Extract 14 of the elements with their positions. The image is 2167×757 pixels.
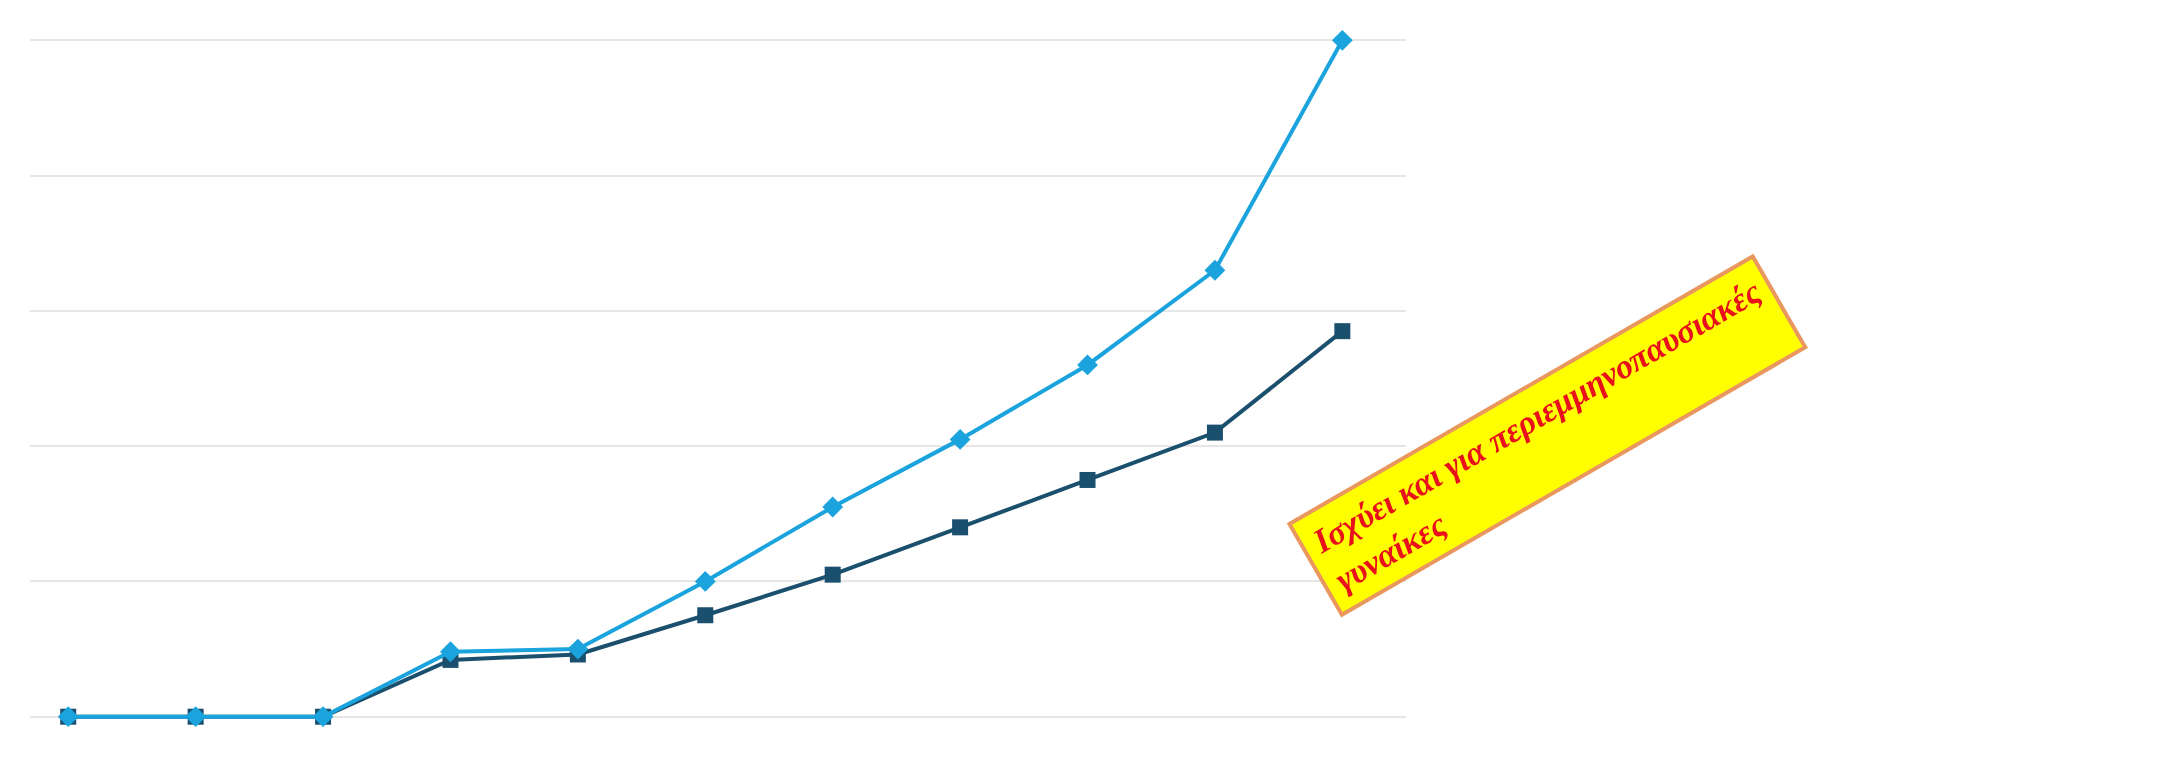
- point: [949, 428, 971, 450]
- point: [1079, 471, 1096, 488]
- point: [697, 607, 714, 624]
- point: [1077, 354, 1098, 376]
- point: [824, 566, 841, 583]
- point: [952, 519, 969, 536]
- point: [822, 496, 844, 518]
- point: [1204, 259, 1226, 281]
- point: [567, 638, 589, 660]
- point: [1206, 424, 1223, 441]
- point: [694, 571, 716, 592]
- point: [440, 641, 461, 663]
- point: [1331, 29, 1353, 51]
- point: [1334, 323, 1351, 340]
